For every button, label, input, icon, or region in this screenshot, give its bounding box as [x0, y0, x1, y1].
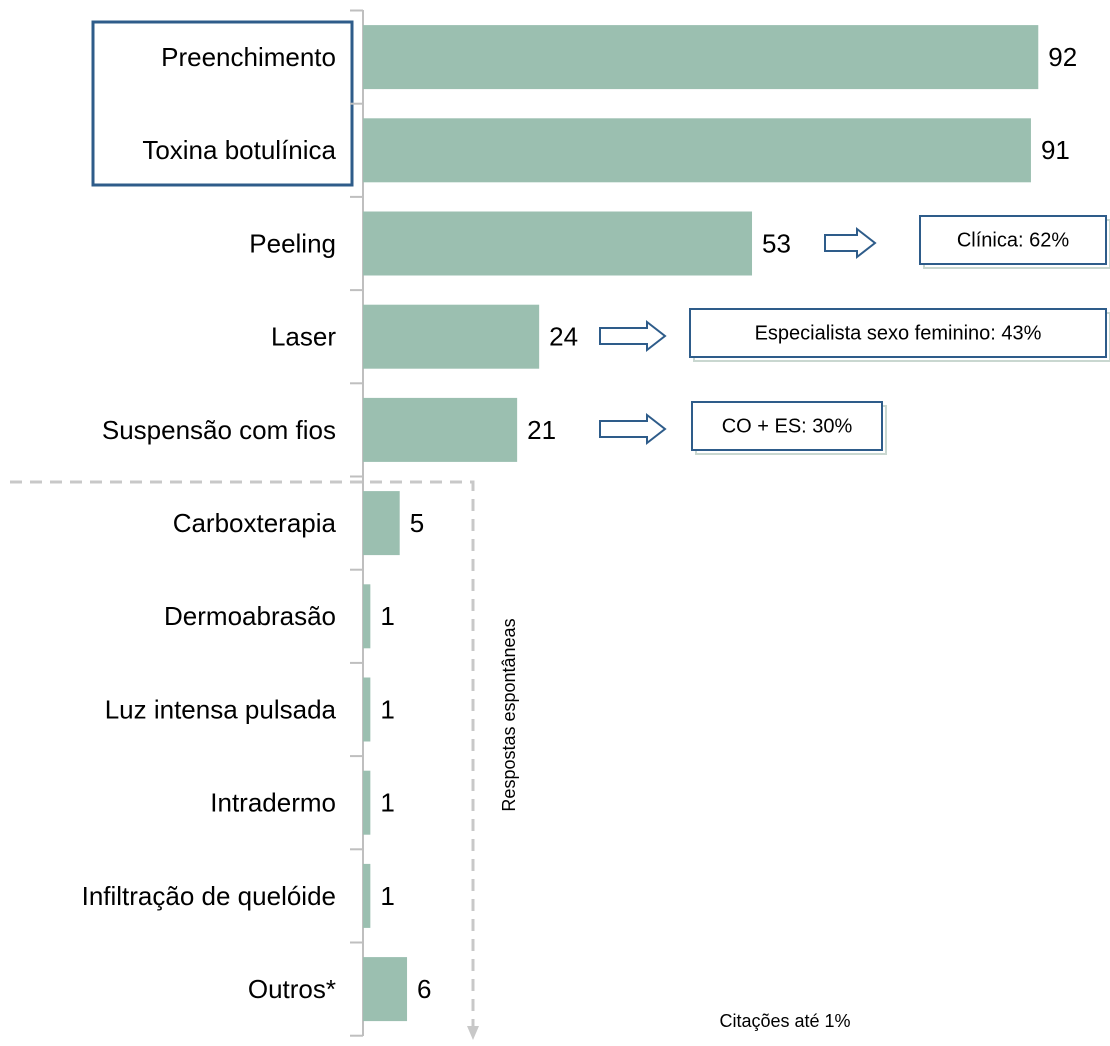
category-label: Preenchimento [161, 42, 336, 72]
bar [363, 584, 371, 649]
value-label: 21 [527, 415, 556, 445]
callout-arrow [599, 412, 667, 446]
category-label: Suspensão com fios [102, 415, 336, 445]
value-label: 53 [762, 228, 791, 258]
value-label: 6 [417, 974, 431, 1004]
bar [363, 397, 518, 462]
callout-arrow [824, 226, 877, 260]
bar [363, 491, 400, 556]
callout-text: Clínica: 62% [957, 229, 1069, 251]
callout-box [689, 308, 1107, 358]
category-label: Dermoabrasão [164, 601, 336, 631]
value-label: 5 [410, 508, 424, 538]
value-label: 1 [380, 881, 394, 911]
callout-box [919, 215, 1107, 265]
category-label: Toxina botulínica [142, 135, 336, 165]
bar [363, 677, 371, 742]
category-label: Outros* [248, 974, 336, 1004]
value-label: 1 [380, 788, 394, 818]
bar [363, 118, 1031, 183]
category-label: Luz intensa pulsada [105, 694, 337, 724]
category-label: Laser [271, 322, 336, 352]
category-label: Peeling [249, 228, 336, 258]
bar [363, 863, 371, 928]
value-label: 1 [380, 694, 394, 724]
footnote: Citações até 1% [719, 1011, 850, 1031]
bar [363, 211, 753, 276]
section-arrow [467, 1026, 479, 1040]
bar [363, 304, 540, 369]
callout-arrow [599, 319, 667, 353]
value-label: 92 [1048, 42, 1077, 72]
category-label: Intradermo [210, 788, 336, 818]
section-divider [10, 480, 475, 1028]
callout-box [691, 401, 883, 451]
category-label: Carboxterapia [173, 508, 337, 538]
bar [363, 25, 1039, 90]
callout-text: CO + ES: 30% [722, 415, 853, 437]
value-label: 24 [549, 322, 578, 352]
section-label: Respostas espontâneas [499, 618, 519, 811]
category-label: Infiltração de quelóide [82, 881, 336, 911]
callout-text: Especialista sexo feminino: 43% [755, 322, 1042, 344]
bar [363, 770, 371, 835]
value-label: 91 [1041, 135, 1070, 165]
value-label: 1 [380, 601, 394, 631]
bar [363, 957, 408, 1022]
